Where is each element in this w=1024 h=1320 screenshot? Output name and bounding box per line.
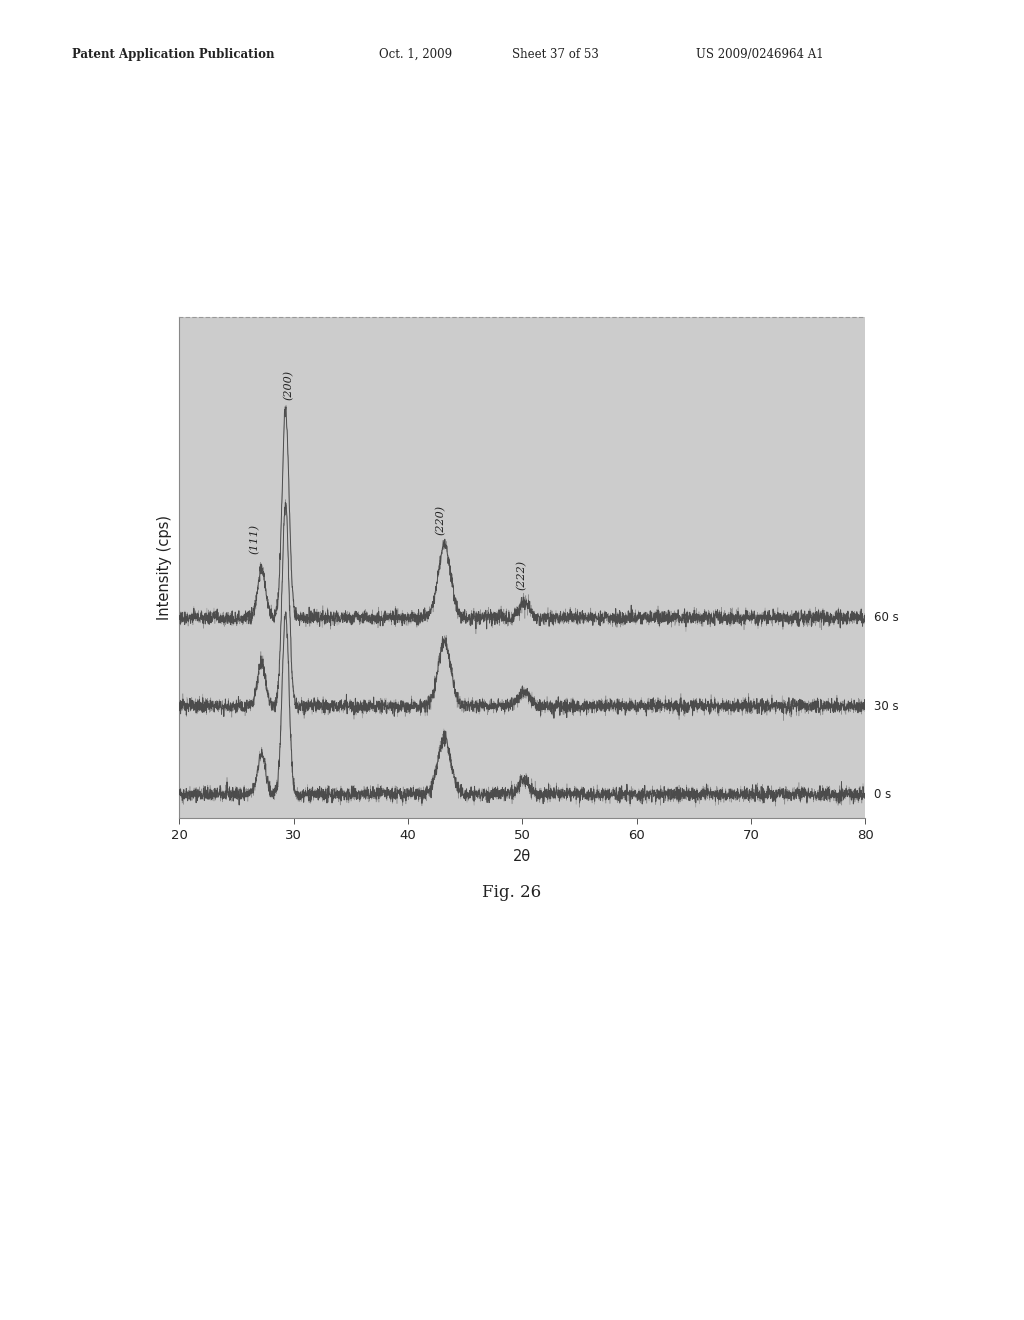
Text: Sheet 37 of 53: Sheet 37 of 53	[512, 48, 599, 61]
Text: (111): (111)	[250, 524, 260, 554]
Text: US 2009/0246964 A1: US 2009/0246964 A1	[696, 48, 824, 61]
Text: 60 s: 60 s	[874, 611, 899, 624]
Text: Fig. 26: Fig. 26	[482, 884, 542, 902]
Text: (220): (220)	[436, 506, 446, 536]
Text: 30 s: 30 s	[874, 700, 899, 713]
Text: (222): (222)	[516, 560, 526, 590]
Text: 0 s: 0 s	[874, 788, 892, 801]
Text: Patent Application Publication: Patent Application Publication	[72, 48, 274, 61]
Y-axis label: Intensity (cps): Intensity (cps)	[158, 515, 172, 620]
X-axis label: 2θ: 2θ	[513, 849, 531, 863]
Text: Oct. 1, 2009: Oct. 1, 2009	[379, 48, 452, 61]
Text: (200): (200)	[284, 370, 294, 400]
